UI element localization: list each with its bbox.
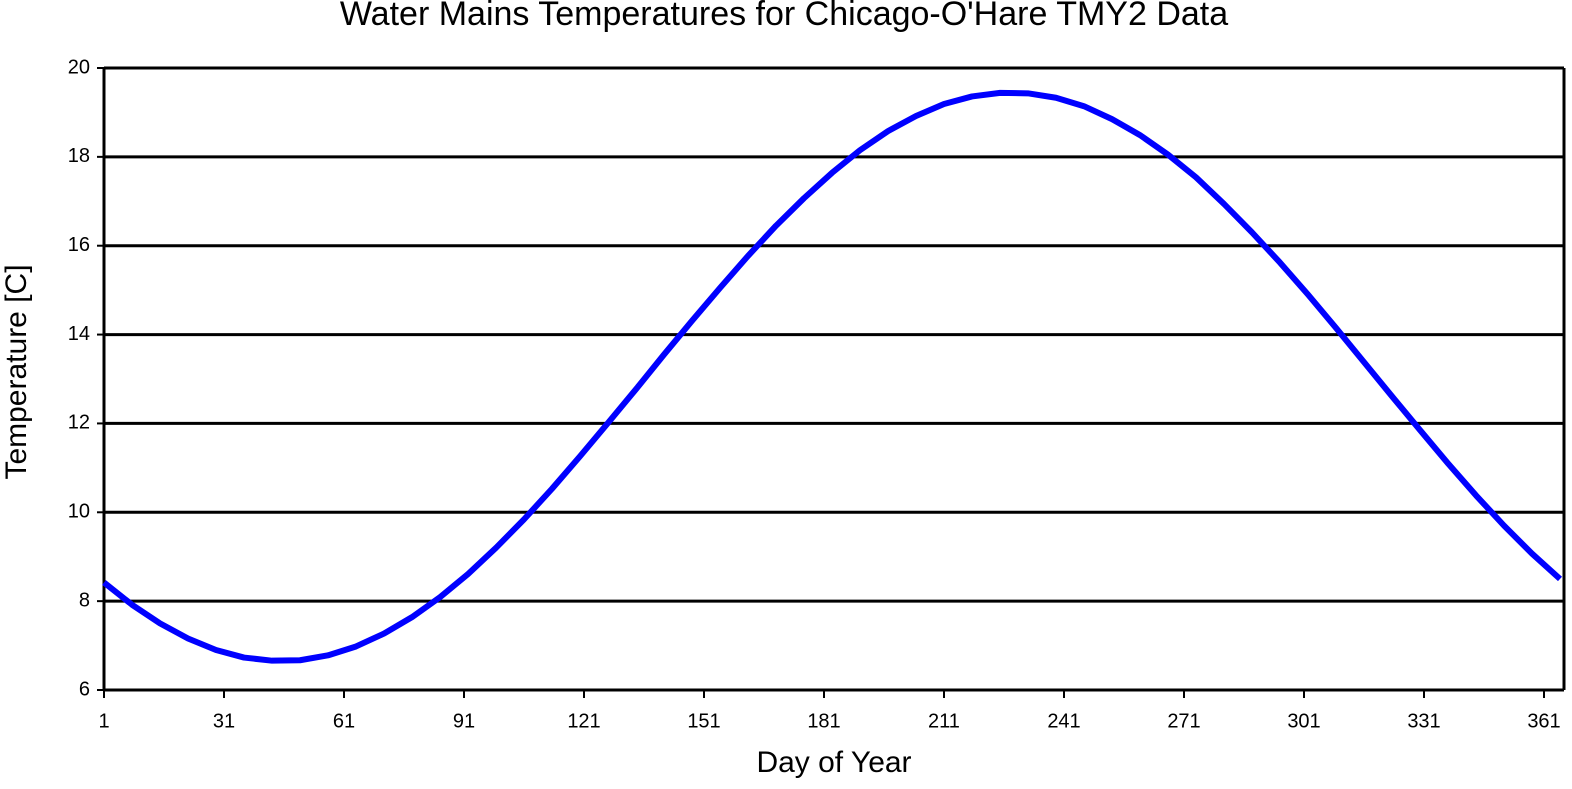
x-tick-label: 211 [928,710,960,732]
y-axis-label: Temperature [C] [0,264,33,479]
y-tick-label: 18 [68,145,90,167]
x-tick-label: 91 [453,710,475,732]
x-tick-label: 31 [213,710,235,732]
x-tick-label: 271 [1167,710,1200,732]
x-tick-label: 301 [1287,710,1320,732]
y-tick-label: 20 [68,56,90,78]
y-tick-label: 16 [68,234,90,256]
x-axis-label: Day of Year [756,746,911,779]
x-tick-label: 361 [1527,710,1560,732]
chart-title: Water Mains Temperatures for Chicago-O'H… [340,0,1228,33]
x-tick-label: 181 [807,710,840,732]
x-tick-label: 61 [333,710,355,732]
x-tick-label: 331 [1407,710,1440,732]
data-line [102,89,1563,664]
y-tick-label: 12 [68,412,90,434]
x-tick-label: 241 [1047,710,1080,732]
x-tick-label: 151 [687,710,720,732]
y-tick-label: 14 [68,323,90,345]
x-tick-label: 1 [98,710,109,732]
y-tick-label: 6 [79,678,90,700]
y-tick-label: 10 [68,501,90,523]
x-tick-label: 121 [567,710,600,732]
y-tick-label: 8 [79,589,90,611]
